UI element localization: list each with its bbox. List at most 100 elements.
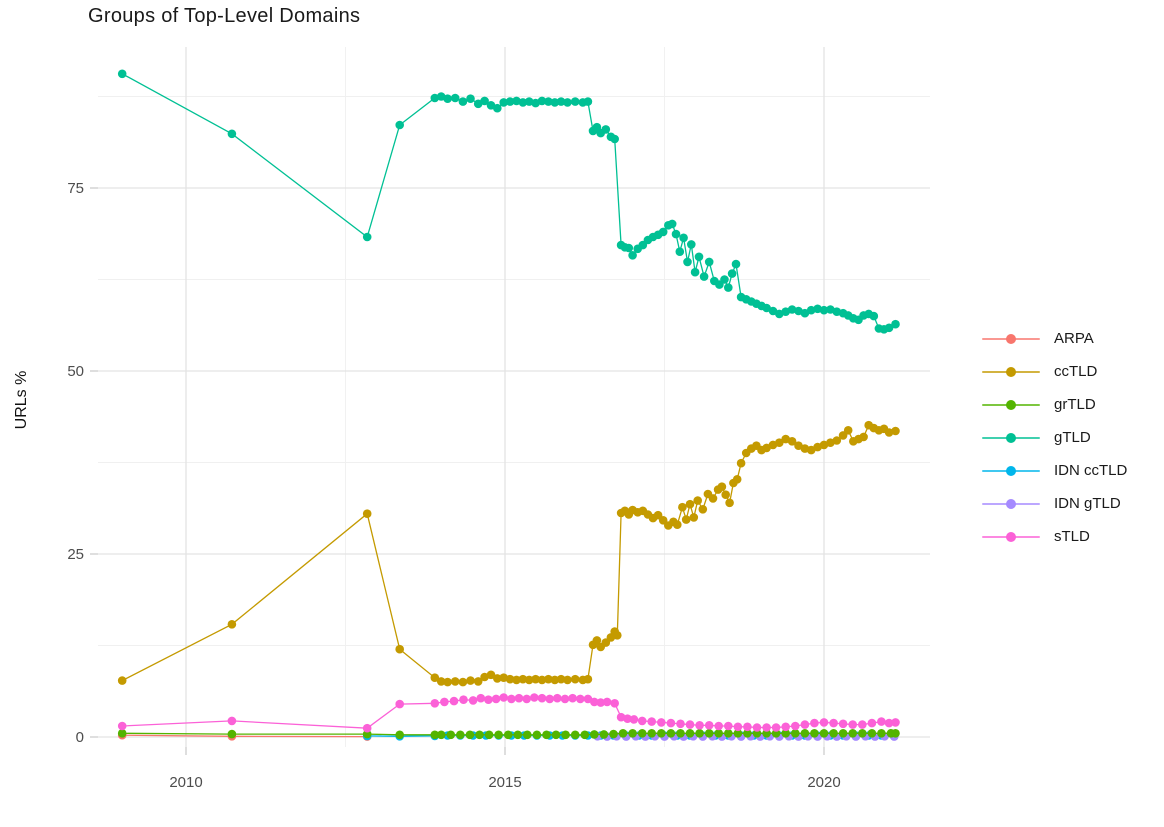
series-grtld-point (838, 729, 848, 738)
series-stld-point (623, 714, 632, 723)
series-cctld-point (693, 496, 702, 505)
series-stld-point (468, 696, 478, 705)
series-cctld-point (537, 675, 547, 685)
series-stld-point (781, 722, 790, 732)
series-cctld-point (717, 482, 727, 492)
series-stld-point (810, 718, 819, 728)
series-stld-point (685, 720, 695, 729)
series-grtld-point (395, 730, 405, 740)
series-cctld-point (721, 490, 730, 500)
series-grtld-point (628, 729, 637, 738)
series-stld-point (762, 723, 771, 732)
series-gtld-point (690, 267, 700, 277)
series-gtld-point (550, 98, 560, 107)
series-gtld-point (601, 125, 611, 134)
series-cctld-point (806, 445, 816, 455)
series-stld-point (476, 693, 486, 703)
series-stld-point (714, 721, 723, 731)
series-grtld-point (858, 729, 867, 738)
series-cctld-point (544, 674, 553, 684)
series-grtld-point (743, 729, 752, 738)
series-cctld-point (505, 674, 515, 684)
series-gtld-point (583, 97, 593, 106)
series-stld-point (514, 693, 524, 703)
series-grtld-point (877, 729, 886, 738)
legend-key-icon (982, 431, 1040, 445)
series-stld-point (491, 694, 501, 704)
series-gtld-point (628, 251, 637, 260)
series-cctld-point (362, 509, 372, 518)
series-cctld-point (458, 677, 468, 687)
series-cctld-point (583, 674, 593, 684)
series-stld-point (743, 722, 752, 732)
series-stld-point (610, 699, 619, 708)
series-grtld-point (657, 729, 666, 738)
series-grtld-point (891, 729, 900, 738)
legend-key-icon (982, 464, 1040, 478)
series-gtld-point (563, 98, 572, 107)
series-cctld-point (843, 426, 853, 435)
series-gtld-point (658, 227, 668, 237)
series-grtld-point (819, 729, 829, 738)
series-grtld-point (867, 729, 877, 738)
x-tick-label: 2010 (169, 774, 202, 791)
y-tick-label: 50 (67, 363, 84, 380)
x-tick-label: 2020 (807, 774, 840, 791)
series-grtld-point (227, 729, 237, 739)
legend-label: ARPA (1054, 330, 1094, 347)
legend-key-icon (982, 332, 1040, 346)
series-gtld-point (473, 99, 483, 109)
legend-item-arpa: ARPA (982, 322, 1127, 355)
series-stld-point (629, 715, 639, 724)
series-gtld-point (704, 257, 714, 267)
series-stld-point (891, 718, 900, 727)
series-cctld-point (493, 674, 502, 683)
series-cctld-point (430, 673, 440, 682)
series-cctld-point (563, 675, 572, 685)
legend-item-idn-gtld: IDN gTLD (982, 487, 1127, 520)
series-stld-point (545, 694, 554, 704)
series-cctld-point (891, 426, 900, 436)
series-gtld-point (450, 93, 460, 103)
series-gtld-point (466, 94, 475, 103)
series-grtld-point (609, 729, 618, 739)
series-grtld-point (362, 729, 372, 739)
series-grtld-point (484, 730, 494, 740)
series-cctld-point (832, 436, 842, 445)
legend-key-icon (982, 365, 1040, 379)
series-grtld-point (666, 729, 676, 738)
series-gtld-point (819, 305, 829, 315)
series-grtld-point (513, 730, 523, 740)
legend-label: gTLD (1054, 429, 1091, 446)
series-stld-point (791, 721, 800, 731)
series-stld-point (695, 721, 704, 730)
series-stld-point (666, 718, 676, 728)
series-grtld-point (561, 730, 570, 740)
series-grtld-point (523, 730, 532, 740)
legend-key-icon (982, 398, 1040, 412)
series-grtld-point (685, 729, 695, 738)
series-gtld-point (687, 240, 696, 249)
series-gtld-point (720, 275, 729, 284)
legend-item-gtld: gTLD (982, 421, 1127, 454)
series-grtld-point (446, 730, 456, 740)
series-gtld-point (694, 252, 704, 262)
series-stld-point (227, 716, 237, 726)
series-cctld-point (570, 674, 580, 684)
series-cctld-point (117, 676, 127, 685)
series-stld-point (499, 693, 509, 702)
series-grtld-point (494, 730, 503, 740)
series-cctld-point (436, 677, 446, 686)
series-gtld-point (884, 323, 894, 333)
series-stld-point (484, 695, 493, 704)
legend-item-grtld: grTLD (982, 388, 1127, 421)
series-cctld-point (775, 438, 784, 448)
series-grtld-point (430, 730, 440, 740)
series-gtld-point (227, 129, 237, 139)
series-stld-point (530, 693, 539, 702)
series-stld-point (867, 718, 877, 728)
series-gtld-line (121, 73, 896, 330)
series-cctld-point (732, 475, 742, 484)
